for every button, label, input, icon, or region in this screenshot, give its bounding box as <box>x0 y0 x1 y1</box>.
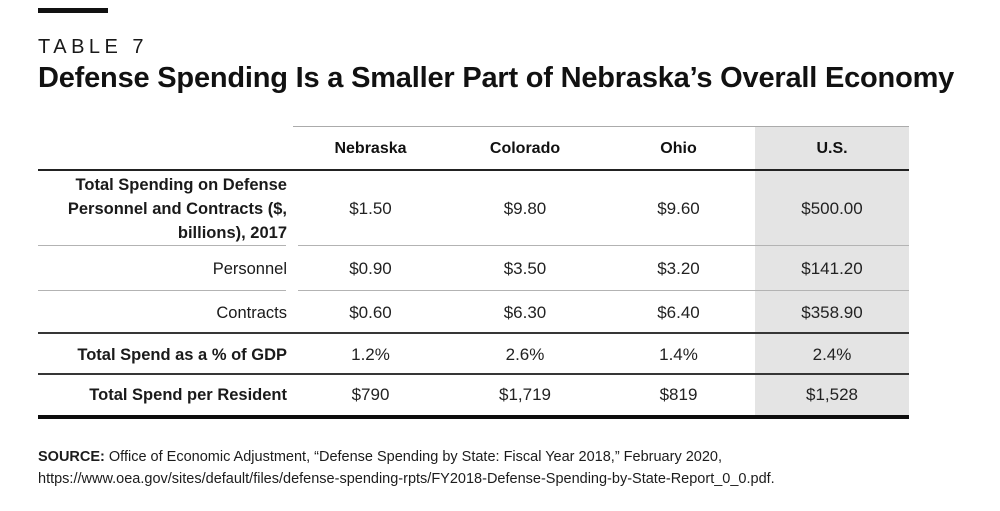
cell-value-us: $1,528 <box>755 375 909 415</box>
cell-value: $1.50 <box>349 198 392 218</box>
table-row-per-resident: Total Spend per Resident $790 $1,719 $81… <box>38 375 909 415</box>
cell-value: $0.90 <box>349 258 392 278</box>
cell-value: $6.40 <box>657 302 700 322</box>
cell-value-us: $500.00 <box>755 171 909 246</box>
row-values: $0.60 $6.30 $6.40 $358.90 <box>293 291 909 334</box>
column-header-colorado: Colorado <box>489 139 561 157</box>
cell-value: $6.30 <box>503 302 547 322</box>
row-values: $0.90 $3.50 $3.20 $141.20 <box>293 246 909 291</box>
table-row-pct-gdp: Total Spend as a % of GDP 1.2% 2.6% 1.4%… <box>38 334 909 375</box>
cell-value: $790 <box>351 385 390 404</box>
row-values: 1.2% 2.6% 1.4% 2.4% <box>293 334 909 375</box>
cell-value-us: 2.4% <box>755 334 909 375</box>
cell-value: $9.80 <box>503 198 547 218</box>
cell-value: $3.20 <box>657 258 700 278</box>
cell-value: $819 <box>659 385 698 404</box>
row-label: Total Spend per Resident <box>89 386 287 404</box>
header-cells: Nebraska Colorado Ohio U.S. <box>293 126 909 171</box>
cell-value: $3.50 <box>503 258 547 278</box>
top-accent-bar <box>38 8 108 13</box>
table-title: Defense Spending Is a Smaller Part of Ne… <box>38 62 955 94</box>
row-label: Personnel <box>38 246 293 291</box>
row-values: $1.50 $9.80 $9.60 $500.00 <box>293 171 909 246</box>
data-table: Nebraska Colorado Ohio U.S. Total Spendi… <box>38 126 909 419</box>
table-row-contracts: Contracts $0.60 $6.30 $6.40 $358.90 <box>38 291 909 334</box>
row-label: Total Spend as a % of GDP <box>77 345 287 364</box>
cell-value: 2.6% <box>505 344 545 364</box>
source-label: SOURCE: <box>38 449 105 465</box>
table-row-total-spending: Total Spending on Defense Personnel and … <box>38 171 909 246</box>
cell-value: 1.2% <box>351 344 390 364</box>
row-values: $790 $1,719 $819 $1,528 <box>293 375 909 415</box>
row-label: Total Spending on Defense Personnel and … <box>38 171 293 246</box>
column-header-us: U.S. <box>755 126 909 171</box>
table-row-personnel: Personnel $0.90 $3.50 $3.20 $141.20 <box>38 246 909 291</box>
cell-value-us: $141.20 <box>755 246 909 291</box>
cell-value: 1.4% <box>659 344 698 364</box>
column-header-ohio: Ohio <box>660 139 697 157</box>
column-header-nebraska: Nebraska <box>334 139 407 157</box>
table-kicker: TABLE 7 <box>38 36 149 58</box>
row-label: Contracts <box>216 303 287 322</box>
source-text: Office of Economic Adjustment, “Defense … <box>38 449 775 487</box>
cell-value: $9.60 <box>657 198 700 218</box>
cell-value-us: $358.90 <box>755 291 909 334</box>
cell-value: $1,719 <box>499 385 551 404</box>
header-empty-cell <box>38 126 293 171</box>
source-note: SOURCE: Office of Economic Adjustment, “… <box>38 446 968 490</box>
table-header-row: Nebraska Colorado Ohio U.S. <box>38 126 909 171</box>
cell-value: $0.60 <box>349 302 392 322</box>
